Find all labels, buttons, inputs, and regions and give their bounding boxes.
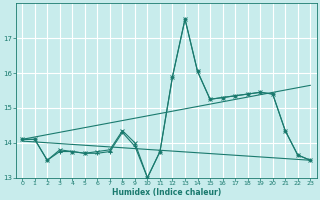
X-axis label: Humidex (Indice chaleur): Humidex (Indice chaleur) [112, 188, 221, 197]
